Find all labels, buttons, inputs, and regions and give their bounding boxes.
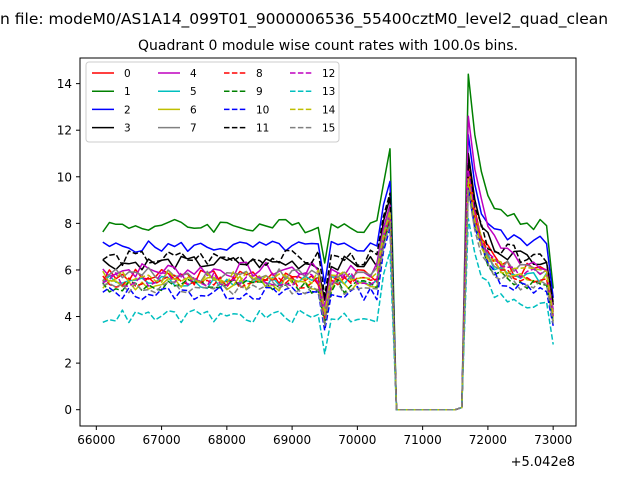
x-tick-label: 71000: [404, 433, 442, 447]
legend-entry-label: 13: [322, 86, 335, 98]
series-line-15: [102, 190, 554, 411]
legend-entry-label: 6: [190, 104, 197, 116]
x-tick-label: 73000: [534, 433, 572, 447]
legend-entry-label: 10: [256, 104, 269, 116]
legend-entry-label: 1: [124, 86, 131, 98]
legend-entry-label: 11: [256, 123, 269, 135]
legend-entry-label: 5: [190, 86, 197, 98]
series-line-3: [102, 152, 554, 411]
legend-entry-label: 14: [322, 104, 336, 116]
x-axis: 66000 67000 68000 69000 70000 71000 72000 73000: [77, 426, 572, 447]
axes-frame: [79, 57, 577, 427]
x-tick-label: 70000: [338, 433, 376, 447]
x-tick-label: 67000: [142, 433, 180, 447]
y-tick-label: 8: [64, 217, 72, 231]
legend-entry-label: 9: [256, 86, 263, 98]
series-line-10: [102, 187, 554, 411]
series-line-1: [102, 73, 554, 411]
legend-entry-label: 0: [124, 68, 131, 80]
chart-title: Quadrant 0 module wise count rates with …: [138, 38, 518, 54]
series-line-14: [102, 178, 554, 411]
series-line-2: [102, 134, 554, 411]
legend-entry-label: 2: [124, 104, 131, 116]
x-tick-label: 68000: [208, 433, 246, 447]
series-line-12: [102, 169, 554, 411]
y-tick-label: 6: [64, 263, 72, 277]
y-tick-label: 10: [57, 170, 72, 184]
series-line-4: [102, 115, 554, 411]
legend-entry-label: 15: [322, 123, 335, 135]
y-tick-label: 4: [64, 310, 72, 324]
y-axis: 0 2 4 6 8 10 12 14: [57, 77, 80, 417]
x-tick-label: 72000: [469, 433, 507, 447]
x-tick-label: 66000: [77, 433, 115, 447]
y-tick-label: 0: [64, 403, 72, 417]
x-offset-label: +5.042e8: [511, 455, 575, 470]
legend-entry-label: 3: [124, 123, 131, 135]
y-tick-label: 14: [57, 77, 72, 91]
legend-entry-label: 4: [190, 68, 197, 80]
legend-entry-label: 8: [256, 68, 263, 80]
legend-box: [85, 61, 340, 143]
legend-entry-label: 7: [190, 123, 197, 135]
series-line-11: [102, 162, 554, 411]
plot-area: 66000 67000 68000 69000 70000 71000 72000 73000…: [57, 57, 577, 447]
y-tick-label: 2: [64, 357, 72, 371]
x-tick-label: 69000: [273, 433, 311, 447]
series-line-13: [102, 217, 554, 411]
figure-suptitle: n file: modeM0/AS1A14_099T01_9000006536_…: [0, 10, 608, 29]
y-tick-label: 12: [57, 124, 72, 138]
legend-entry-label: 12: [322, 68, 335, 80]
series-layer: [102, 73, 554, 411]
